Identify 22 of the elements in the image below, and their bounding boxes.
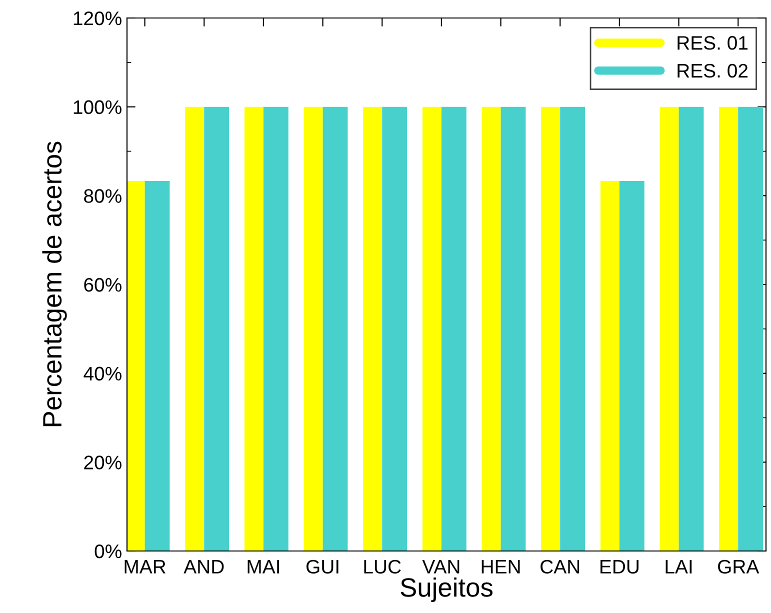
legend-label: RES. 02 [678, 64, 748, 78]
y-tick-label: 60% [84, 278, 122, 292]
x-tick-label: GRA [718, 560, 760, 574]
y-axis-title: Percentagem de acertos [42, 142, 67, 426]
y-tick-label: 120% [74, 11, 122, 26]
x-tick-label: CAN [540, 560, 580, 574]
y-tick-label: 80% [84, 189, 122, 203]
x-tick-label: LUC [364, 560, 401, 574]
x-tick-label: HEN [482, 560, 520, 574]
legend-label: RES. 01 [678, 36, 748, 50]
x-tick-label: GUI [306, 560, 338, 574]
y-tick-label: 40% [84, 366, 122, 381]
y-tick-label: 100% [74, 100, 122, 114]
x-axis-title: Sujeitos [400, 577, 492, 602]
y-tick-label: 20% [84, 456, 122, 470]
x-tick-label: MAI [248, 560, 279, 574]
x-tick-label: AND [184, 560, 224, 574]
x-tick-label: VAN [422, 560, 460, 574]
y-tick-label: 0% [94, 544, 122, 558]
x-tick-label: LAI [666, 560, 692, 574]
x-tick-label: EDU [600, 560, 638, 574]
x-tick-label: MAR [124, 560, 166, 574]
